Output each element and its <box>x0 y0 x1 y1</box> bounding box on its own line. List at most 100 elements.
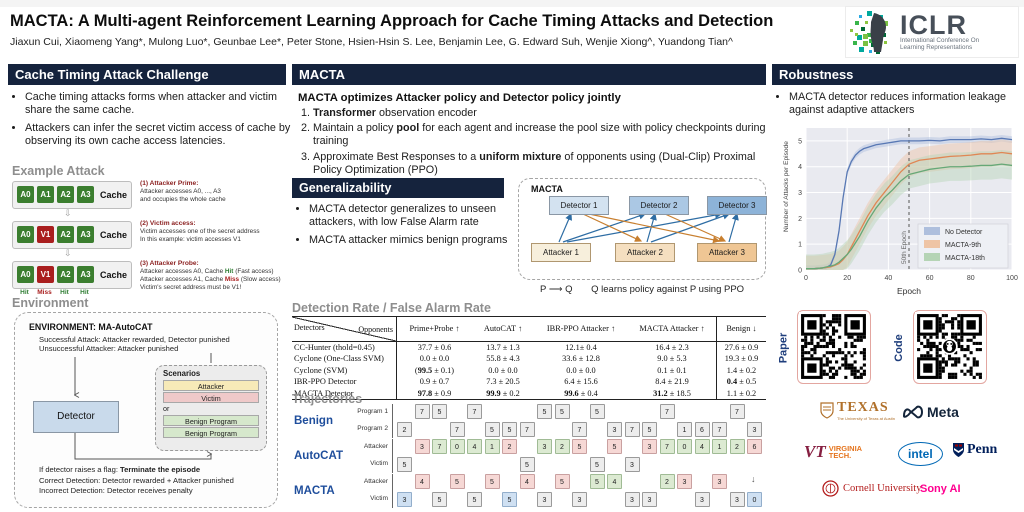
trajectory-group-name: Benign <box>294 415 333 427</box>
traj-cell: 4 <box>519 474 535 489</box>
traj-cell: 5 <box>519 457 535 472</box>
table-col-header: IBR-PPO Attacker ↑ <box>546 324 616 333</box>
attacker-node-1: Attacker 1 <box>531 243 591 262</box>
iclr-name: ICLR <box>900 10 967 40</box>
pq-arrow-icon: ⟶ <box>548 284 563 295</box>
sony-ai-logo: Sony AI <box>920 483 961 495</box>
down-arrow-icon: ⇩ <box>64 248 72 258</box>
traj-cell: 3 <box>397 492 412 507</box>
cache-cell-A3: A3 <box>77 266 94 283</box>
traj-cell: 4 <box>467 439 482 454</box>
vt-line1: VIRGINIA <box>828 443 863 453</box>
table-row-label: CC-Hunter (thold=0.45) <box>294 343 375 352</box>
traj-cell: 3 <box>607 422 622 437</box>
trajectory-group-name: AutoCAT <box>294 450 343 462</box>
example-attack-title: Example Attack <box>12 164 105 178</box>
down-arrow-icon: ⇩ <box>64 208 72 218</box>
traj-cell: 1 <box>712 439 727 454</box>
attacker-node-3: Attacker 3 <box>697 243 757 262</box>
traj-cell: 7 <box>432 439 447 454</box>
cache-row-3: A0 V1 A2 A3 Cache <box>12 261 132 289</box>
intel-logo: intel <box>898 442 943 466</box>
svg-text:No Detector: No Detector <box>945 229 983 236</box>
trajectory-group-autocat: AutoCAT Attacker Victim 5 3 7 0 4 1 2 5 3 2 5 5 5 3 3 7 0 4 1… <box>292 439 766 473</box>
svg-text:60: 60 <box>926 275 934 282</box>
traj-cell: 3 <box>624 457 640 472</box>
traj-cell: 4 <box>607 474 622 489</box>
bullet-item: Approximate Best Responses to a uniform … <box>313 151 779 177</box>
detector-box: Detector <box>33 401 119 433</box>
table-cell: 8.4 ± 21.9 <box>655 377 689 387</box>
challenge-bullet-list: Cache timing attacks forms when attacker… <box>10 91 295 153</box>
texas-wordmark: TEXAS <box>837 400 889 415</box>
table-cell: 0.0 ± 0.0 <box>396 353 472 365</box>
table-cell: 12.1± 0.4 <box>565 343 597 352</box>
scenario-attacker: Attacker <box>163 380 259 391</box>
detector-node-1: Detector 1 <box>549 196 609 215</box>
traj-cell: 3 <box>677 474 692 489</box>
pq-p: P <box>540 284 547 295</box>
penn-logo: Penn <box>952 442 997 458</box>
trajectory-cells: 3 4 5 5 5 5 5 4 3 5 3 5 4 3 3 2 3 3 3 3 0 ↓ <box>392 474 765 508</box>
bullet-item: MACTA attacker mimics benign programs <box>309 234 515 247</box>
cache-row-1: A0 A1 A2 A3 Cache <box>12 181 132 209</box>
trajectory-row-label: Attacker <box>363 478 388 485</box>
svg-text:2: 2 <box>798 216 802 223</box>
table-cell: 0.4 ± 0.5 <box>716 376 766 388</box>
trajectory-row-label: Attacker <box>363 443 388 450</box>
traj-cell: 3 <box>694 492 710 507</box>
macta-subtitle: MACTA optimizes Attacker policy and Dete… <box>298 92 621 104</box>
svg-text:Number of Attacks per Episode: Number of Attacks per Episode <box>783 141 790 232</box>
traj-cell: 0 <box>747 492 762 507</box>
texas-logo: TEXAS The University of Texas at Austin <box>820 400 895 421</box>
traj-cell: 5 <box>432 404 447 419</box>
scenario-victim: Victim <box>163 392 259 403</box>
paper-qr-code <box>797 310 871 384</box>
svg-text:4: 4 <box>798 164 802 171</box>
table-cell: 9.0 ± 5.3 <box>657 354 687 364</box>
table-row: IBR-PPO Detector 0.9 ± 0.7 7.3 ± 20.5 6.4 ±… <box>292 376 766 388</box>
trajectory-row-label: Victim <box>370 495 388 502</box>
penn-shield-icon <box>953 443 964 457</box>
robustness-chart: 0 1 2 3 4 5 0 20 40 60 80 100 50th Epoch No Detector M… <box>783 128 1018 296</box>
table-cell: 0.0 ± 0.0 <box>488 365 518 375</box>
traj-cell: 5 <box>572 439 587 454</box>
table-cell: 97.8 ± 0.9 <box>396 387 472 399</box>
table-cell: 7.3 ± 20.5 <box>486 377 520 387</box>
penn-wordmark: Penn <box>967 442 998 457</box>
table-row-label: IBR-PPO Detector <box>294 377 357 387</box>
texas-subtext: The University of Texas at Austin <box>837 416 895 421</box>
environment-arrows <box>15 353 277 460</box>
environment-box-title: ENVIRONMENT: MA-AutoCAT <box>29 322 153 332</box>
traj-cell: 7 <box>414 404 430 419</box>
paper-label: Paper <box>777 332 790 364</box>
trajectory-group-name: MACTA <box>294 485 335 497</box>
environment-incorrect-line: Incorrect Detection: Detector receives p… <box>39 486 193 495</box>
generalizability-bullet-list: MACTA detector generalizes to unseen att… <box>294 203 515 251</box>
pq-q: Q <box>565 284 573 295</box>
svg-text:50th Epoch: 50th Epoch <box>901 231 908 264</box>
environment-reward-line1: Successful Attack: Attacker rewarded, De… <box>39 335 230 344</box>
traj-cell: 7 <box>572 422 587 437</box>
table-cell: 19.3 ± 0.9 <box>716 353 766 365</box>
cache-cell-A0: A0 <box>17 226 34 243</box>
svg-text:MACTA-18th: MACTA-18th <box>945 255 985 262</box>
environment-correct-line: Correct Detection: Detector rewarded + A… <box>39 476 234 485</box>
poster-authors: Jiaxun Cui, Xiaomeng Yang*, Mulong Luo*,… <box>10 36 733 48</box>
detector-node-2: Detector 2 <box>629 196 689 215</box>
attack-note-1: (1) Attacker Prime: Attacker accesses A0,… <box>140 180 226 203</box>
traj-cell: 7 <box>519 422 535 437</box>
poster-title: MACTA: A Multi-agent Reinforcement Learn… <box>10 12 774 30</box>
traj-cell: 5 <box>589 404 605 419</box>
traj-cell: 3 <box>642 492 657 507</box>
traj-cell: 7 <box>467 404 482 419</box>
bullet-item: MACTA detector generalizes to unseen att… <box>309 203 515 230</box>
bullet-item: Transformer observation encoder <box>313 107 779 120</box>
texas-shield-icon <box>820 402 834 419</box>
svg-text:3: 3 <box>798 190 802 197</box>
intel-wordmark: intel <box>908 447 933 461</box>
macta-selfplay-diagram: MACTA Detector 1 Detector 2 Detector 3 Atta… <box>518 178 767 280</box>
cache-cell-A3: A3 <box>77 186 94 203</box>
traj-cell: 5 <box>484 422 500 437</box>
